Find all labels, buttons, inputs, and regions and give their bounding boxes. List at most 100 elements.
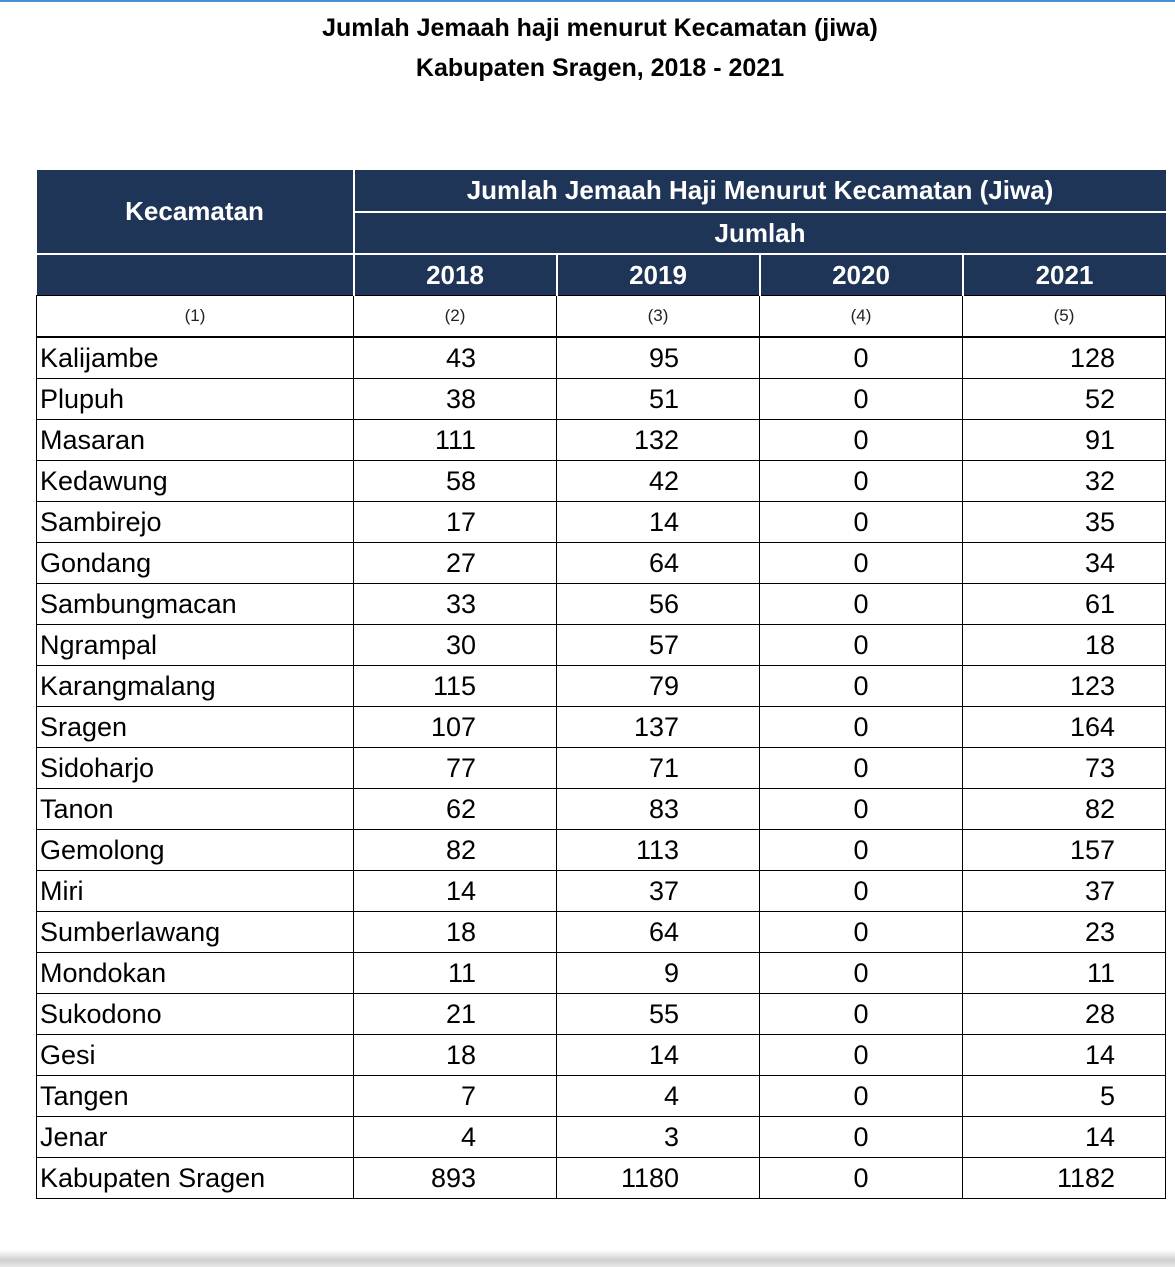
table-row: Gemolong 82 113 0 157 [36, 829, 1166, 871]
cell-kecamatan: Ngrampal [36, 624, 354, 666]
cell-year-2019: 42 [556, 460, 760, 502]
cell-year-2021: 14 [962, 1034, 1166, 1076]
cell-year-2021: 123 [962, 665, 1166, 707]
cell-year-2021: 52 [962, 378, 1166, 420]
title-line-1: Jumlah Jemaah haji menurut Kecamatan (ji… [322, 14, 878, 42]
column-number-3: (3) [556, 295, 760, 338]
cell-year-2019: 132 [556, 419, 760, 461]
cell-kecamatan: Gemolong [36, 829, 354, 871]
cell-year-2020: 0 [759, 501, 963, 543]
column-number-1: (1) [36, 295, 354, 338]
column-number-5: (5) [962, 295, 1166, 338]
title-block: Jumlah Jemaah haji menurut Kecamatan (ji… [0, 8, 1175, 88]
cell-year-2021: 14 [962, 1116, 1166, 1158]
cell-year-2021: 91 [962, 419, 1166, 461]
top-rule [0, 0, 1175, 2]
cell-year-2018: 21 [353, 993, 557, 1035]
cell-year-2020: 0 [759, 747, 963, 789]
cell-year-2021: 82 [962, 788, 1166, 830]
header-kecamatan-spacer [36, 254, 355, 296]
cell-year-2019: 4 [556, 1075, 760, 1117]
cell-year-2020: 0 [759, 993, 963, 1035]
cell-kecamatan: Masaran [36, 419, 354, 461]
cell-kecamatan: Sambirejo [36, 501, 354, 543]
table-row: Gondang 27 64 0 34 [36, 542, 1166, 584]
cell-year-2018: 82 [353, 829, 557, 871]
cell-year-2021: 157 [962, 829, 1166, 871]
table-row: Kedawung 58 42 0 32 [36, 460, 1166, 502]
cell-year-2021: 34 [962, 542, 1166, 584]
header-year-2020: 2020 [759, 254, 964, 296]
cell-year-2018: 58 [353, 460, 557, 502]
cell-year-2019: 64 [556, 911, 760, 953]
cell-year-2018: 27 [353, 542, 557, 584]
header-jumlah: Jumlah [353, 212, 1166, 255]
cell-year-2018: 893 [353, 1157, 557, 1199]
cell-year-2018: 7 [353, 1075, 557, 1117]
cell-year-2021: 11 [962, 952, 1166, 994]
title-line-2: Kabupaten Sragen, 2018 - 2021 [415, 54, 785, 82]
cell-kecamatan: Jenar [36, 1116, 354, 1158]
bottom-shadow [0, 1250, 1175, 1267]
cell-year-2019: 37 [556, 870, 760, 912]
cell-year-2021: 37 [962, 870, 1166, 912]
table-row: Jenar 4 3 0 14 [36, 1116, 1166, 1158]
cell-year-2020: 0 [759, 870, 963, 912]
cell-year-2020: 0 [759, 952, 963, 994]
cell-year-2019: 51 [556, 378, 760, 420]
table-row: Karangmalang 115 79 0 123 [36, 665, 1166, 707]
cell-year-2018: 17 [353, 501, 557, 543]
cell-kecamatan: Gondang [36, 542, 354, 584]
table-row: Sragen 107 137 0 164 [36, 706, 1166, 748]
cell-year-2021: 32 [962, 460, 1166, 502]
table-row: Sambirejo 17 14 0 35 [36, 501, 1166, 543]
cell-year-2021: 35 [962, 501, 1166, 543]
cell-year-2021: 28 [962, 993, 1166, 1035]
cell-year-2021: 1182 [962, 1157, 1166, 1199]
cell-year-2020: 0 [759, 788, 963, 830]
cell-year-2020: 0 [759, 1075, 963, 1117]
cell-year-2018: 4 [353, 1116, 557, 1158]
cell-year-2020: 0 [759, 583, 963, 625]
header-year-2021: 2021 [962, 254, 1166, 296]
cell-year-2020: 0 [759, 1157, 963, 1199]
cell-kecamatan: Plupuh [36, 378, 354, 420]
cell-year-2019: 79 [556, 665, 760, 707]
table-row: Miri 14 37 0 37 [36, 870, 1166, 912]
cell-year-2018: 62 [353, 788, 557, 830]
table-row: Kabupaten Sragen 893 1180 0 1182 [36, 1157, 1166, 1199]
cell-year-2021: 18 [962, 624, 1166, 666]
cell-year-2018: 11 [353, 952, 557, 994]
cell-year-2020: 0 [759, 706, 963, 748]
cell-year-2018: 115 [353, 665, 557, 707]
table-row: Sidoharjo 77 71 0 73 [36, 747, 1166, 789]
cell-year-2018: 30 [353, 624, 557, 666]
cell-year-2019: 9 [556, 952, 760, 994]
column-number-row: (1) (2) (3) (4) (5) [36, 295, 1166, 338]
cell-year-2018: 14 [353, 870, 557, 912]
cell-year-2021: 128 [962, 337, 1166, 379]
cell-kecamatan: Sambungmacan [36, 583, 354, 625]
column-number-4: (4) [759, 295, 963, 338]
header-year-2018: 2018 [353, 254, 558, 296]
cell-year-2019: 57 [556, 624, 760, 666]
cell-year-2021: 73 [962, 747, 1166, 789]
cell-year-2020: 0 [759, 911, 963, 953]
cell-year-2019: 71 [556, 747, 760, 789]
cell-year-2019: 95 [556, 337, 760, 379]
cell-kecamatan: Miri [36, 870, 354, 912]
cell-kecamatan: Gesi [36, 1034, 354, 1076]
cell-kecamatan: Sragen [36, 706, 354, 748]
cell-year-2021: 164 [962, 706, 1166, 748]
table-row: Tangen 7 4 0 5 [36, 1075, 1166, 1117]
cell-year-2019: 56 [556, 583, 760, 625]
cell-kecamatan: Kedawung [36, 460, 354, 502]
table-row: Sumberlawang 18 64 0 23 [36, 911, 1166, 953]
cell-year-2020: 0 [759, 419, 963, 461]
cell-year-2018: 18 [353, 911, 557, 953]
cell-kecamatan: Sukodono [36, 993, 354, 1035]
cell-year-2019: 14 [556, 1034, 760, 1076]
cell-kecamatan: Sumberlawang [36, 911, 354, 953]
cell-year-2021: 5 [962, 1075, 1166, 1117]
cell-year-2018: 43 [353, 337, 557, 379]
